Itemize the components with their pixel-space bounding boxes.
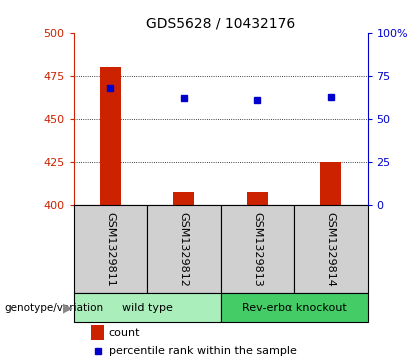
Text: Rev-erbα knockout: Rev-erbα knockout xyxy=(241,302,346,313)
Bar xyxy=(74,205,147,293)
Text: GSM1329814: GSM1329814 xyxy=(326,212,336,287)
Bar xyxy=(173,192,194,205)
Bar xyxy=(74,293,220,322)
Text: GSM1329812: GSM1329812 xyxy=(179,212,189,287)
Text: genotype/variation: genotype/variation xyxy=(4,302,103,313)
Text: GSM1329813: GSM1329813 xyxy=(252,212,262,287)
Text: GDS5628 / 10432176: GDS5628 / 10432176 xyxy=(146,16,295,30)
Text: GSM1329811: GSM1329811 xyxy=(105,212,115,287)
Bar xyxy=(220,293,368,322)
Bar xyxy=(91,326,105,340)
Text: wild type: wild type xyxy=(121,302,173,313)
Bar xyxy=(220,205,294,293)
Text: ▶: ▶ xyxy=(63,301,73,314)
Text: percentile rank within the sample: percentile rank within the sample xyxy=(109,346,297,356)
Text: count: count xyxy=(109,327,140,338)
Bar xyxy=(147,205,220,293)
Bar xyxy=(247,192,268,205)
Bar xyxy=(294,205,368,293)
Bar xyxy=(100,67,121,205)
Bar xyxy=(320,162,341,205)
